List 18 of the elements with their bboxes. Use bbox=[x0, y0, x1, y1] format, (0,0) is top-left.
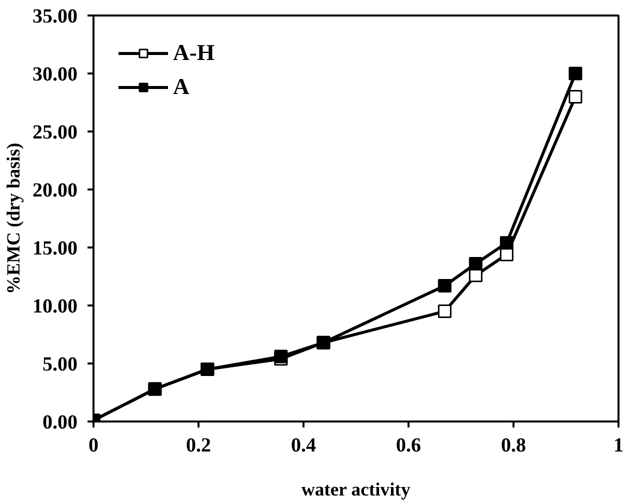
x-tick-label: 0.8 bbox=[501, 434, 526, 456]
y-tick-label: 25.00 bbox=[32, 122, 78, 144]
y-tick-label: 10.00 bbox=[32, 296, 78, 318]
legend-label: A-H bbox=[173, 40, 215, 66]
x-tick-label: 0.6 bbox=[396, 434, 421, 456]
y-tick-label: 20.00 bbox=[32, 180, 78, 202]
y-tick-label: 30.00 bbox=[32, 64, 78, 86]
x-tick-label: 1 bbox=[614, 434, 624, 456]
x-tick-label: 0.2 bbox=[186, 434, 211, 456]
y-tick-label: 35.00 bbox=[32, 6, 78, 28]
y-tick-label: 15.00 bbox=[32, 238, 78, 260]
x-axis-title: water activity bbox=[301, 480, 411, 500]
x-tick-label: 0 bbox=[88, 434, 98, 456]
legend-label: A bbox=[173, 74, 190, 100]
y-axis-title: %EMC (dry basis) bbox=[4, 142, 24, 294]
y-tick-label: 0.00 bbox=[42, 412, 78, 434]
y-tick-label: 5.00 bbox=[42, 354, 78, 376]
x-tick-label: 0.4 bbox=[291, 434, 316, 456]
